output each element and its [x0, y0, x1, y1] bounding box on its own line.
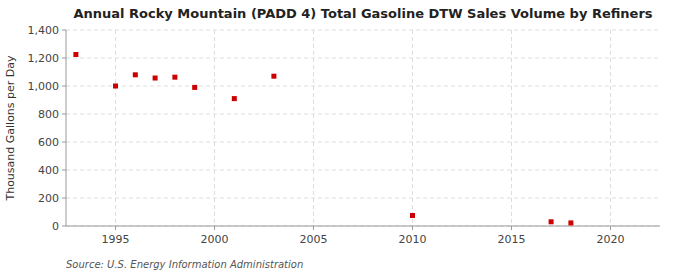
tick-label: 400	[38, 164, 59, 177]
point	[549, 219, 554, 224]
grid-line	[66, 226, 660, 227]
tick-label: 200	[38, 192, 59, 205]
axes: 0 200 400 600 800 1,000 1,200 1,400 1995 2000 2005…	[28, 24, 661, 246]
tick-mark	[412, 226, 413, 230]
point	[232, 96, 237, 101]
point	[271, 74, 276, 79]
grid-line	[115, 30, 116, 226]
tick-label: 800	[38, 108, 59, 121]
grid-line	[610, 30, 611, 226]
tick-label: 1,000	[28, 80, 60, 93]
tick-mark	[214, 226, 215, 230]
tick-label: 2000	[201, 233, 229, 246]
grid-line	[511, 30, 512, 226]
y-axis-label: Thousand Gallons per Day	[4, 55, 17, 202]
x-axis-line	[66, 226, 660, 227]
tick-mark	[62, 198, 66, 199]
point	[172, 75, 177, 80]
tick-label: 2010	[399, 233, 427, 246]
tick-mark	[62, 58, 66, 59]
tick-mark	[115, 226, 116, 230]
tick-label: 1,200	[28, 52, 60, 65]
tick-label: 0	[52, 220, 59, 233]
tick-label: 2020	[597, 233, 625, 246]
grid-line	[66, 142, 660, 143]
grid-line	[412, 30, 413, 226]
tick-label: 2015	[498, 233, 526, 246]
tick-label: 600	[38, 136, 59, 149]
tick-mark	[62, 86, 66, 87]
tick-mark	[610, 226, 611, 230]
point	[410, 213, 415, 218]
tick-mark	[62, 114, 66, 115]
grid-line	[66, 114, 660, 115]
grid-line	[66, 86, 660, 87]
tick-mark	[62, 142, 66, 143]
source-note: Source: U.S. Energy Information Administ…	[66, 259, 303, 270]
grid	[66, 30, 660, 226]
grid-line	[66, 30, 660, 31]
tick-label: 2005	[300, 233, 328, 246]
chart: Annual Rocky Mountain (PADD 4) Total Gas…	[0, 0, 675, 275]
title: Annual Rocky Mountain (PADD 4) Total Gas…	[73, 6, 652, 21]
tick-mark	[511, 226, 512, 230]
grid-line	[66, 170, 660, 171]
tick-mark	[62, 30, 66, 31]
points	[73, 52, 573, 225]
grid-line	[313, 30, 314, 226]
tick-mark	[313, 226, 314, 230]
point	[113, 84, 118, 89]
point	[153, 76, 158, 81]
tick-mark	[62, 170, 66, 171]
point	[73, 52, 78, 57]
grid-line	[66, 198, 660, 199]
y-axis-line	[66, 30, 67, 226]
tick-label: 1,400	[28, 24, 60, 37]
point	[568, 220, 573, 225]
tick-label: 1995	[102, 233, 130, 246]
tick-mark	[62, 226, 66, 227]
point	[192, 85, 197, 90]
grid-line	[66, 58, 660, 59]
grid-line	[214, 30, 215, 226]
point	[133, 72, 138, 77]
